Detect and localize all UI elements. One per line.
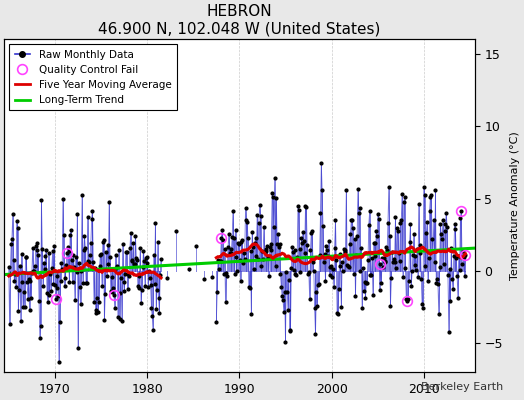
Title: HEBRON
46.900 N, 102.048 W (United States): HEBRON 46.900 N, 102.048 W (United State… [98, 4, 380, 36]
Text: Berkeley Earth: Berkeley Earth [421, 382, 503, 392]
Y-axis label: Temperature Anomaly (°C): Temperature Anomaly (°C) [510, 131, 520, 280]
Legend: Raw Monthly Data, Quality Control Fail, Five Year Moving Average, Long-Term Tren: Raw Monthly Data, Quality Control Fail, … [9, 44, 177, 110]
